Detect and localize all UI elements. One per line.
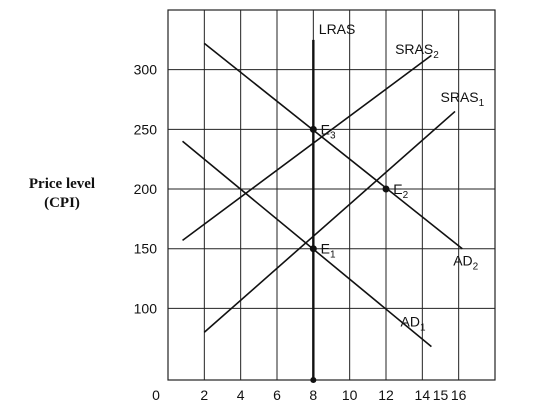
equilibrium-label-e3: E3 — [321, 121, 336, 141]
y-axis-label: Price level — [29, 176, 95, 192]
series-line-ad1 — [182, 140, 432, 348]
x-tick-label: 6 — [273, 387, 281, 403]
x-tick-label: 15 — [433, 387, 449, 403]
plot-frame — [167, 9, 496, 381]
series-label-lras: LRAS — [319, 21, 356, 37]
y-tick-label: 250 — [134, 121, 158, 137]
series-label-sras2: SRAS2 — [395, 41, 439, 61]
equilibrium-point-e2 — [382, 185, 390, 193]
x-tick-label: 12 — [378, 387, 394, 403]
y-axis-label-sub: (CPI) — [44, 195, 80, 211]
x-tick-label: 8 — [309, 387, 317, 403]
origin-label: 0 — [152, 387, 160, 403]
series-label-ad1: AD1 — [401, 313, 426, 333]
x-tick-label: 14 — [415, 387, 431, 403]
equilibrium-point-e3 — [309, 125, 317, 133]
x-tick-label: 16 — [451, 387, 467, 403]
series-label-sras1: SRAS1 — [441, 89, 485, 109]
series-label-ad2: AD2 — [453, 252, 478, 272]
series-line-sras1 — [203, 110, 456, 333]
x-tick-label: 2 — [200, 387, 208, 403]
x-tick-label: 10 — [342, 387, 358, 403]
y-tick-label: 150 — [134, 241, 158, 257]
series-line-ad2 — [203, 42, 463, 250]
lras-base-marker — [310, 377, 317, 383]
y-tick-label: 100 — [134, 300, 158, 316]
y-tick-label: 200 — [134, 181, 158, 197]
equilibrium-point-e1 — [309, 245, 317, 253]
equilibrium-label-e2: E2 — [393, 181, 408, 201]
y-tick-label: 300 — [134, 62, 158, 78]
x-tick-label: 4 — [237, 387, 245, 403]
series-line-sras2 — [182, 54, 432, 241]
equilibrium-label-e1: E1 — [321, 241, 336, 261]
